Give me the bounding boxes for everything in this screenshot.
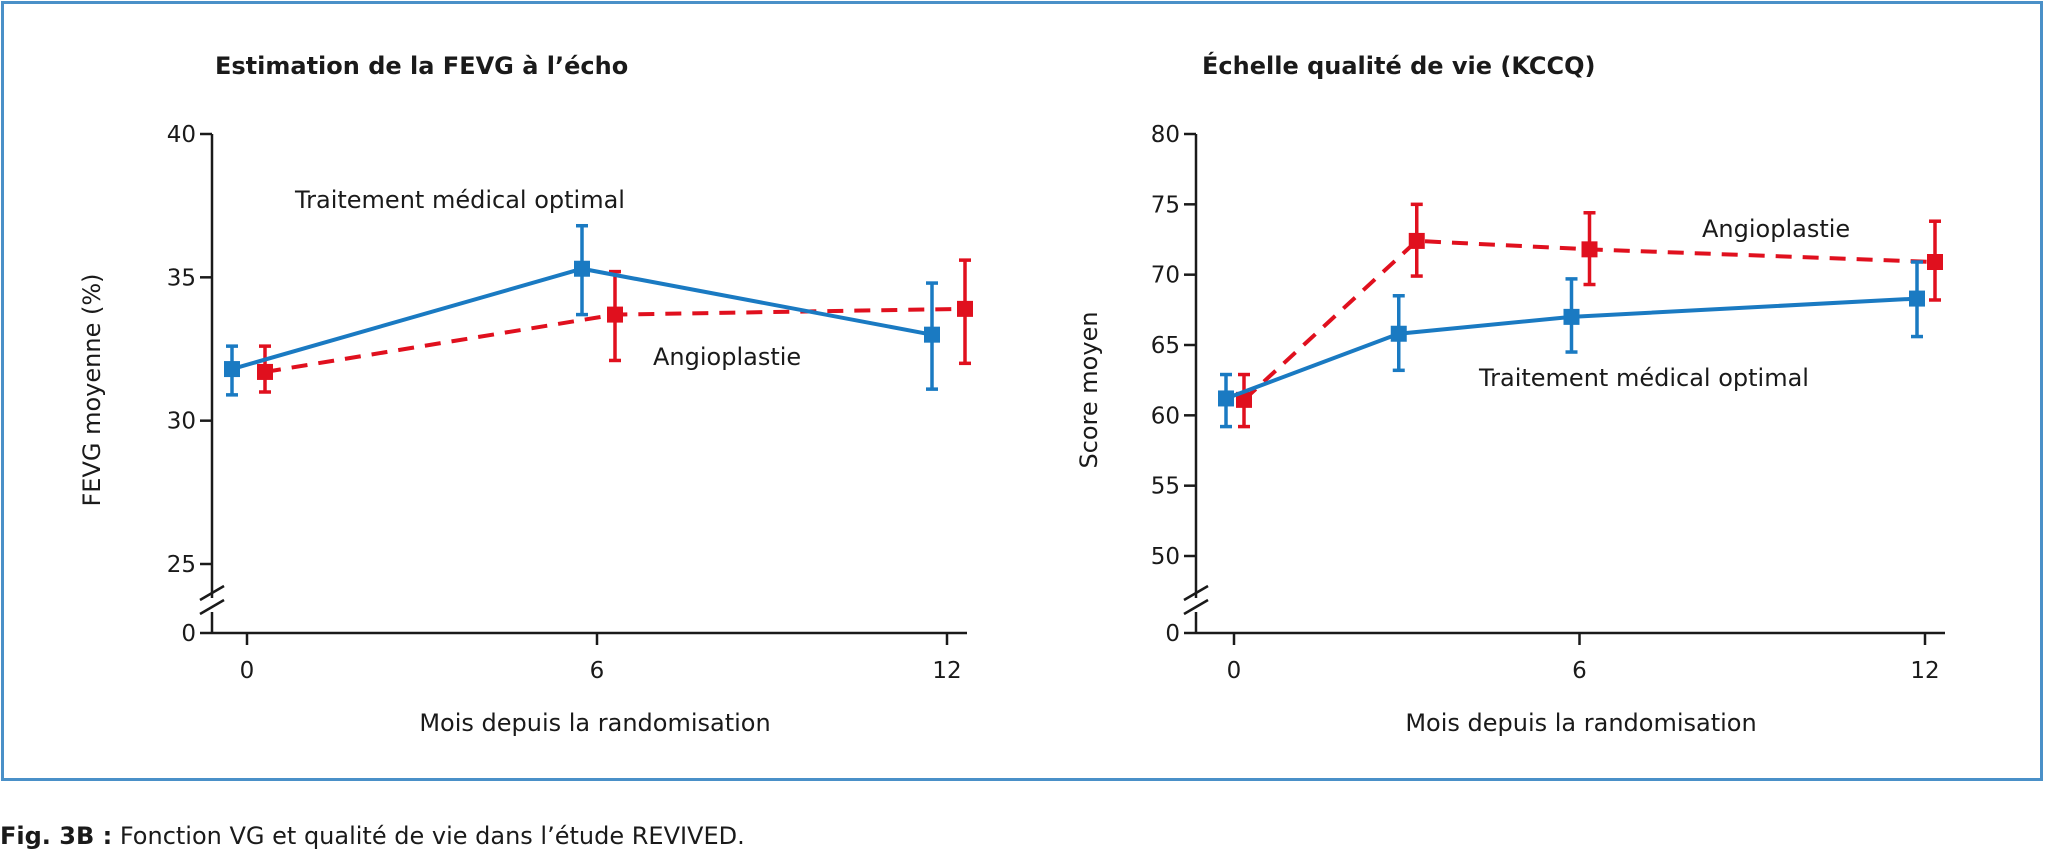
- series-line: [1242, 238, 1936, 402]
- data-point: [1563, 308, 1580, 325]
- figure-caption: Fig. 3B : Fonction VG et qualité de vie …: [0, 822, 745, 850]
- y-tick-label: 75: [1151, 192, 1180, 218]
- chart-title: Estimation de la FEVG à l’écho: [215, 52, 628, 80]
- x-tick-label: 6: [590, 658, 605, 684]
- y-tick-label: 30: [167, 409, 196, 435]
- axis-break-mark: [199, 598, 225, 616]
- series-label: Angioplastie: [653, 343, 801, 371]
- chart-panel-2: Échelle qualité de vie (KCCQ)50556065707…: [1075, 51, 1945, 737]
- data-point: [1236, 391, 1252, 408]
- x-tick-label: 0: [240, 658, 255, 684]
- y-tick-label: 50: [1151, 544, 1180, 570]
- data-point: [1390, 325, 1407, 342]
- x-tick-label: 6: [1572, 658, 1587, 684]
- caption-label: Fig. 3B :: [0, 822, 113, 850]
- series-angioplastie: [1236, 202, 1943, 429]
- y-tick-label: 80: [1151, 122, 1180, 148]
- series-label: Angioplastie: [1702, 215, 1850, 243]
- data-point: [607, 306, 623, 323]
- x-tick-label: 12: [1910, 658, 1939, 684]
- x-axis-label: Mois depuis la randomisation: [419, 709, 770, 737]
- caption-text: Fonction VG et qualité de vie dans l’étu…: [112, 822, 745, 850]
- x-tick-label: 12: [932, 658, 961, 684]
- data-point: [224, 361, 240, 378]
- data-point: [1408, 232, 1425, 249]
- series-label: Traitement médical optimal: [1478, 364, 1809, 392]
- series-traitement-medical: [224, 223, 940, 397]
- series-line: [1225, 296, 1918, 401]
- data-point: [957, 300, 973, 317]
- figure-frame: [1, 1, 2043, 781]
- data-point: [257, 363, 273, 380]
- data-point: [924, 326, 940, 343]
- axis-break-mark: [1183, 598, 1209, 616]
- data-point: [1218, 390, 1234, 407]
- series-traitement-medical: [1218, 260, 1925, 429]
- x-tick-label: 0: [1227, 658, 1242, 684]
- data-point: [574, 260, 590, 277]
- data-point: [1909, 290, 1925, 307]
- series-angioplastie: [257, 258, 973, 394]
- data-point: [1927, 254, 1943, 271]
- data-point: [1581, 241, 1598, 258]
- y-tick-label: 65: [1151, 333, 1180, 359]
- y-tick-label: 60: [1151, 403, 1180, 429]
- y-axis-label: Score moyen: [1075, 311, 1103, 468]
- y-tick-label: 70: [1151, 263, 1180, 289]
- y-zero-label: 0: [181, 621, 196, 647]
- y-tick-label: 25: [167, 552, 196, 578]
- y-zero-label: 0: [1165, 621, 1180, 647]
- axis-break-mark: [199, 584, 225, 602]
- chart-title: Échelle qualité de vie (KCCQ): [1202, 51, 1596, 80]
- chart-panel-1: Estimation de la FEVG à l’écho 25 30 35 40 0 0…: [78, 52, 973, 737]
- axis-break-mark: [1183, 584, 1209, 602]
- y-tick-label: 55: [1151, 474, 1180, 500]
- y-tick-label: 40: [167, 122, 196, 148]
- y-tick-label: 35: [167, 265, 196, 291]
- x-axis-label: Mois depuis la randomisation: [1405, 709, 1756, 737]
- series-label: Traitement médical optimal: [294, 186, 625, 214]
- charts-canvas: Estimation de la FEVG à l’écho 25 30 35 40 0 0…: [78, 51, 1945, 737]
- y-axis-label: FEVG moyenne (%): [78, 274, 106, 507]
